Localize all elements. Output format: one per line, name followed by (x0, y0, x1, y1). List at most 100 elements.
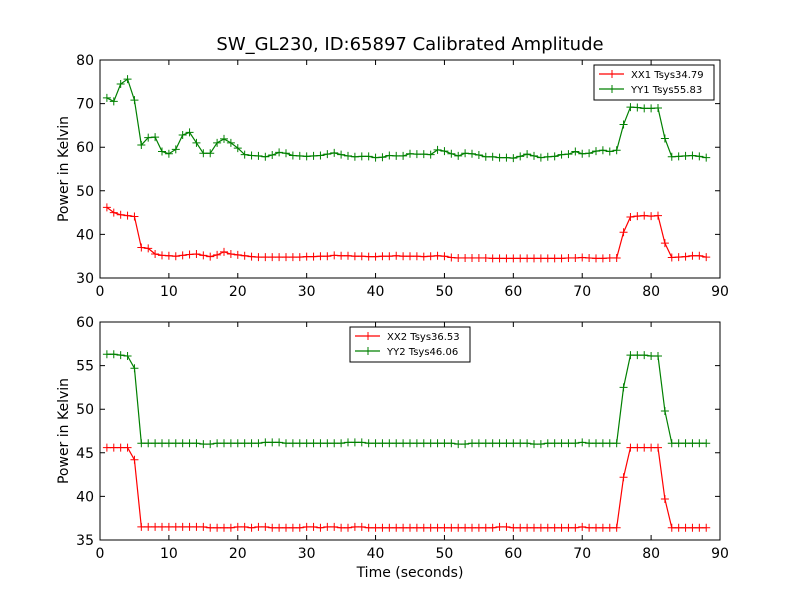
chart2-series-1-line (106, 446, 707, 529)
chart2-series-1-point (323, 522, 332, 531)
chart1-series-1-point (557, 254, 566, 263)
chart1-series-2-point (412, 150, 421, 159)
chart1-series-1-point (702, 253, 711, 262)
chart1-series-1-point (268, 253, 277, 262)
chart1-series-2-point (323, 150, 332, 159)
chart1-x-tick-label: 90 (711, 284, 729, 300)
chart2-series-1-point (220, 523, 228, 532)
chart2-series-2-point (392, 439, 401, 448)
chart1-series-2-point (130, 96, 139, 105)
chart1-series-2-point (309, 151, 318, 160)
chart2-series-1-point (378, 523, 387, 532)
chart1-series-1-point (654, 211, 662, 220)
chart1-series-2-point (619, 120, 628, 129)
chart1-series-1-point (626, 212, 635, 221)
chart1-series-1-point (158, 251, 166, 260)
chart1-series-2-point (598, 146, 607, 155)
chart1-x-tick-label: 40 (367, 284, 385, 300)
chart2-series-1-point (364, 523, 373, 532)
chart2-series-1-point (660, 495, 669, 504)
chart1-series-1-point (178, 251, 187, 260)
chart1-series-2-point (220, 134, 228, 143)
chart1-x-tick-label: 0 (96, 284, 105, 300)
chart1-series-1-point (309, 252, 318, 261)
chart1-series-1-point (192, 250, 201, 259)
chart1-x-tick-label: 80 (642, 284, 660, 300)
chart2-series-2-point (440, 439, 449, 448)
chart2-series-1-point (488, 523, 497, 532)
chart1-series-1-point (598, 254, 607, 263)
chart1-series-2-point (695, 152, 704, 161)
chart2-series-1-point (268, 523, 277, 532)
chart2-series-2-point (275, 438, 284, 447)
chart1-series-2-point (385, 151, 394, 160)
chart1-series-1-point (130, 212, 139, 221)
chart1-series-1-point (185, 250, 194, 259)
chart1-series-1-point (612, 253, 621, 262)
chart1-y-tick-label: 50 (76, 184, 94, 200)
chart2-x-tick-label: 0 (96, 546, 105, 562)
chart1-series-2-point (523, 150, 532, 159)
chart2-series-1-point (158, 522, 166, 531)
chart2-series-2-point (626, 351, 635, 360)
chart1-series-2-point (192, 138, 201, 147)
chart2-legend-marker (364, 347, 372, 355)
chart2-series-1-point (275, 523, 284, 532)
chart2-series-2-point (557, 439, 566, 448)
chart1-series-1-point (226, 250, 235, 259)
chart1-x-tick-label: 70 (573, 284, 591, 300)
chart1-series-2-point (364, 152, 373, 161)
chart1-series-1-point (419, 252, 428, 261)
chart2-series-2-point (578, 438, 587, 447)
chart2-series-2-point (282, 439, 290, 448)
chart1-series-1-point (233, 250, 242, 259)
chart2-series-1-point (502, 522, 511, 531)
chart1-series-2-point (454, 151, 463, 160)
chart1-y-tick-label: 80 (76, 53, 94, 69)
chart2-series-2-point (605, 439, 614, 448)
chart1-series-1-point (509, 254, 518, 263)
chart2-series-1-point (612, 523, 621, 532)
chart2-series-1-point (633, 443, 642, 452)
chart1-series-2-point (543, 152, 552, 161)
chart2-series-1-point (261, 522, 270, 531)
chart2-legend-label: XX2 Tsys36.53 (387, 332, 460, 343)
x-axis-label: Time (seconds) (356, 565, 464, 581)
chart2-series-1-point (626, 443, 635, 452)
chart1-series-1-point (399, 252, 408, 261)
chart1-series-2-point (151, 133, 160, 142)
chart2-series-2-point (523, 439, 532, 448)
chart1-series-1-point (550, 254, 559, 263)
chart1-series-2-point (144, 133, 153, 142)
chart2-x-tick-label: 80 (642, 546, 660, 562)
chart1-series-1-point (681, 252, 690, 261)
chart1-series-1-point (102, 203, 111, 212)
chart2-series-2-point (226, 439, 235, 448)
chart2-x-tick-label: 40 (367, 546, 385, 562)
chart1-series-1-point (337, 251, 346, 260)
chart2-series-2-point (192, 439, 201, 448)
chart2-y-axis-label: Power in Kelvin (56, 378, 72, 484)
chart2-series-2-point (357, 438, 366, 447)
chart2-series-2-point (585, 439, 594, 448)
chart2-series-2-point (364, 439, 373, 448)
chart1-series-2-point (337, 150, 346, 159)
chart2-series-1-point (474, 523, 483, 532)
chart2-series-1-point (123, 443, 132, 452)
chart1-series-2-point (440, 147, 449, 156)
chart1-series-1-point (530, 254, 538, 263)
chart1-series-1-point (454, 253, 463, 262)
chart2-series-1-point (344, 523, 352, 532)
chart2-series-2-point (640, 351, 649, 360)
chart1-series-1-point (674, 253, 683, 262)
chart1-series-2-point (461, 149, 470, 158)
chart2-legend-label: YY2 Tsys46.06 (386, 347, 458, 358)
chart2-series-2-point (164, 439, 173, 448)
chart1-series-2-point (564, 150, 573, 159)
chart2-series-2-point (137, 439, 146, 448)
chart2-x-tick-label: 90 (711, 546, 729, 562)
chart2-series-1-point (426, 523, 435, 532)
chart2-series-1-point (302, 522, 311, 531)
chart1-series-2-point (254, 151, 263, 160)
